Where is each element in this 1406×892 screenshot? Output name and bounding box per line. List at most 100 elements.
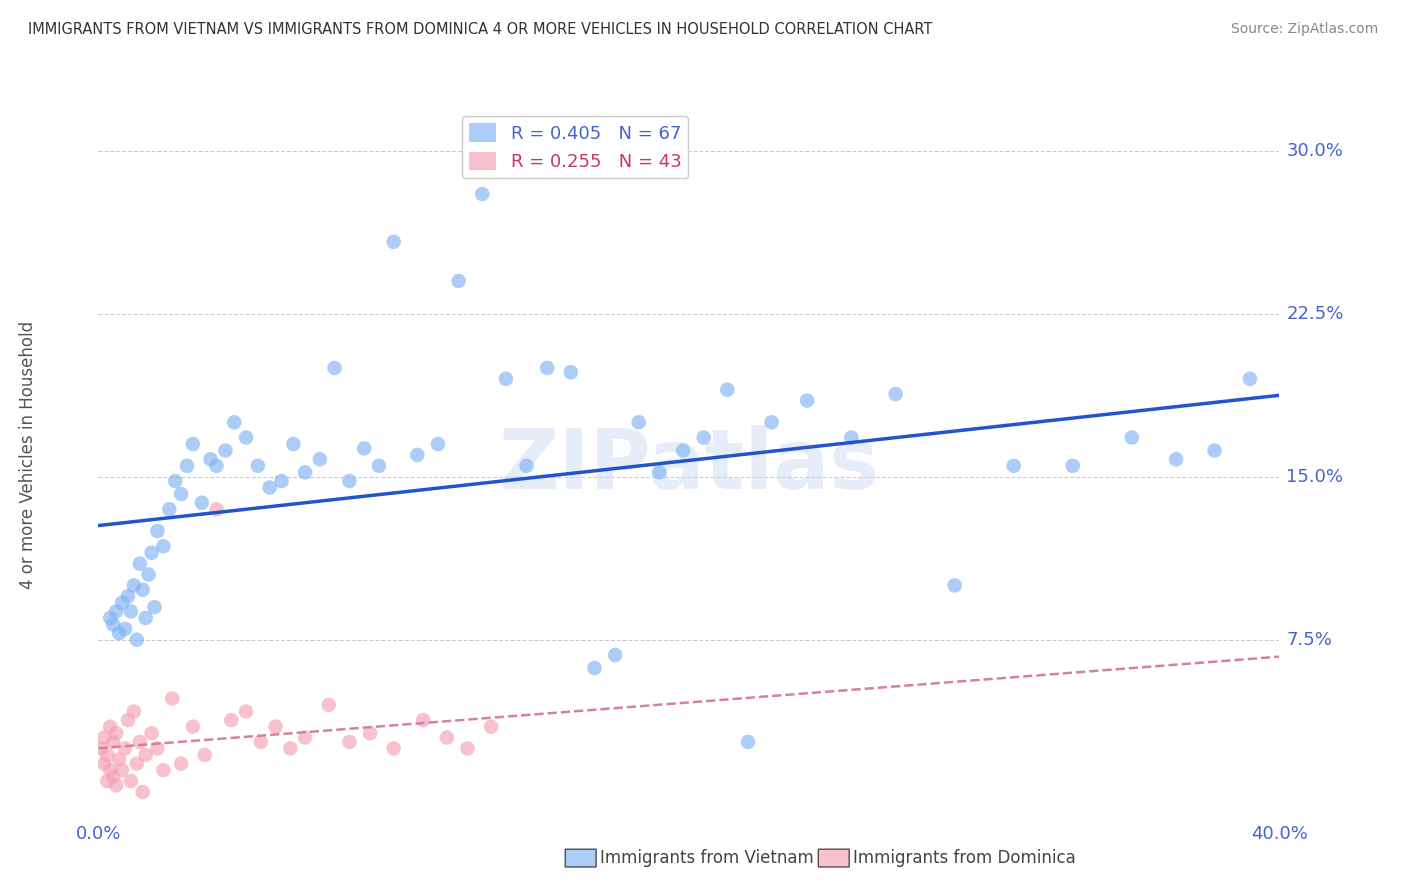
Point <box>93 731 115 745</box>
Point <box>479 720 502 734</box>
Point <box>796 393 818 408</box>
Point <box>884 387 907 401</box>
Point <box>170 487 193 501</box>
Point <box>943 578 966 592</box>
Point <box>235 705 257 719</box>
Point <box>605 648 627 662</box>
Text: IMMIGRANTS FROM VIETNAM VS IMMIGRANTS FROM DOMINICA 4 OR MORE VEHICLES IN HOUSEH: IMMIGRANTS FROM VIETNAM VS IMMIGRANTS FR… <box>28 22 932 37</box>
Point <box>368 458 391 473</box>
Point <box>761 415 783 429</box>
Point <box>648 466 671 480</box>
Point <box>1121 431 1143 445</box>
Point <box>108 752 131 766</box>
Point <box>264 720 287 734</box>
Point <box>96 747 118 762</box>
Point <box>93 756 115 771</box>
Point <box>536 360 558 375</box>
Point <box>98 611 121 625</box>
Point <box>96 774 118 789</box>
Point <box>214 443 236 458</box>
Point <box>471 186 494 201</box>
Point <box>162 691 183 706</box>
Point <box>737 735 759 749</box>
Point <box>839 431 862 445</box>
Point <box>120 774 142 789</box>
Point <box>103 735 125 749</box>
Point <box>294 731 316 745</box>
Point <box>406 448 429 462</box>
Point <box>1164 452 1187 467</box>
Point <box>1062 458 1084 473</box>
Text: 30.0%: 30.0% <box>1286 142 1343 160</box>
Point <box>337 735 360 749</box>
Point <box>152 763 174 777</box>
Point <box>246 458 269 473</box>
Point <box>176 458 198 473</box>
Point <box>114 741 136 756</box>
Point <box>672 443 695 458</box>
Point <box>235 431 257 445</box>
Point <box>146 741 169 756</box>
Point <box>157 502 180 516</box>
Point <box>200 452 222 467</box>
Point <box>495 372 517 386</box>
Point <box>456 741 478 756</box>
Point <box>132 582 155 597</box>
Point <box>427 437 450 451</box>
Point <box>353 442 375 456</box>
Point <box>436 731 458 745</box>
Point <box>90 741 112 756</box>
Point <box>382 235 405 249</box>
Point <box>219 713 242 727</box>
Point <box>194 747 217 762</box>
Point <box>105 778 128 792</box>
Point <box>205 458 228 473</box>
Point <box>1239 372 1261 386</box>
Point <box>270 474 292 488</box>
Point <box>135 611 157 625</box>
Point <box>181 720 204 734</box>
Point <box>111 763 134 777</box>
Point <box>337 474 360 488</box>
Point <box>560 365 582 379</box>
Point <box>1204 443 1226 458</box>
Point <box>693 431 716 445</box>
Point <box>323 360 346 375</box>
Point <box>128 735 150 749</box>
Point <box>98 720 121 734</box>
Point <box>117 713 139 727</box>
Point <box>627 415 650 429</box>
Text: 40.0%: 40.0% <box>1251 825 1308 843</box>
Text: Immigrants from Dominica: Immigrants from Dominica <box>853 849 1076 867</box>
Point <box>250 735 273 749</box>
Point <box>259 481 281 495</box>
Point <box>141 726 163 740</box>
Text: 7.5%: 7.5% <box>1286 631 1333 648</box>
Point <box>283 437 305 451</box>
Point <box>105 605 128 619</box>
Text: ZIPatlas: ZIPatlas <box>499 425 879 507</box>
Point <box>117 589 139 603</box>
Point <box>125 756 148 771</box>
Point <box>583 661 606 675</box>
Point <box>278 741 302 756</box>
Point <box>105 726 128 740</box>
Point <box>103 770 125 784</box>
Point <box>181 437 204 451</box>
Point <box>1002 458 1025 473</box>
Point <box>122 705 145 719</box>
Point <box>224 415 246 429</box>
Point <box>170 756 193 771</box>
Text: Immigrants from Vietnam: Immigrants from Vietnam <box>600 849 814 867</box>
Text: 4 or more Vehicles in Household: 4 or more Vehicles in Household <box>20 321 37 589</box>
Point <box>120 605 142 619</box>
Point <box>152 539 174 553</box>
Point <box>191 496 214 510</box>
Point <box>125 632 148 647</box>
Text: 22.5%: 22.5% <box>1286 304 1344 323</box>
Point <box>165 474 187 488</box>
Point <box>132 785 155 799</box>
Text: Source: ZipAtlas.com: Source: ZipAtlas.com <box>1230 22 1378 37</box>
Point <box>318 698 340 712</box>
Point <box>294 466 316 480</box>
